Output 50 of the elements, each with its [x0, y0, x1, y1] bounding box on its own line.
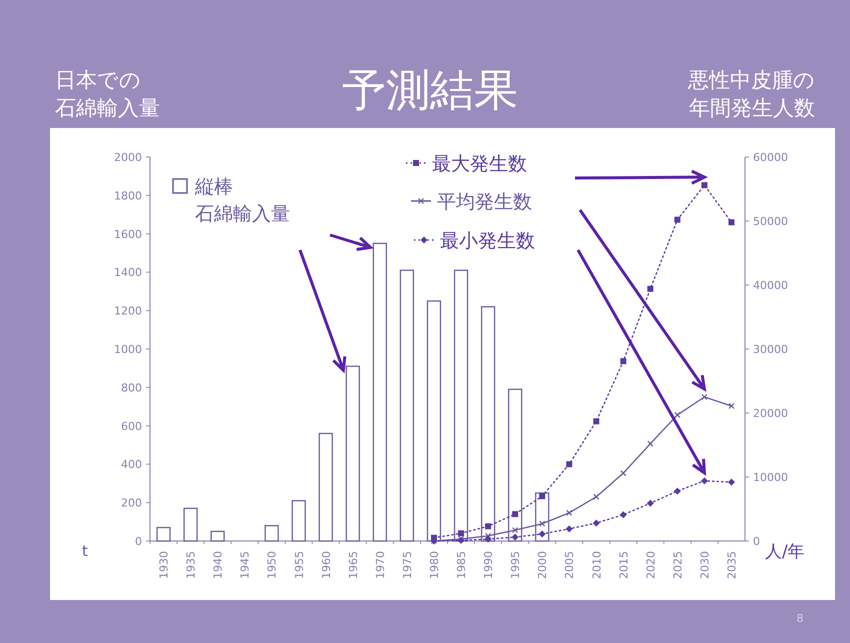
y-tick-label: 1200	[114, 304, 142, 318]
x-tick-label: 1970	[374, 551, 387, 579]
legend-label: 平均発生数	[437, 191, 532, 213]
y-tick-label: 800	[121, 381, 142, 394]
y-tick-label: 200	[121, 496, 142, 510]
x-tick-label: 1960	[320, 551, 333, 579]
text: t	[82, 542, 88, 560]
y-tick-label: 1400	[114, 266, 142, 280]
text: 8	[796, 612, 804, 625]
y-tick-label: 1600	[114, 228, 142, 241]
y2-tick-label: 20000	[753, 407, 788, 420]
y2-tick-label: 60000	[753, 151, 788, 164]
x-tick-label: 1995	[509, 551, 522, 579]
x-tick-label: 2005	[563, 551, 576, 579]
x-tick-label: 2020	[644, 551, 658, 579]
x-tick-label: 2015	[617, 551, 630, 579]
x-tick-label: 1945	[238, 551, 252, 579]
x-tick-label: 1980	[428, 551, 441, 579]
legend-label: 最大発生数	[432, 153, 527, 175]
y-tick-label: 2000	[114, 151, 142, 164]
y-tick-label: 400	[121, 458, 142, 472]
text: 人/年	[765, 542, 805, 562]
x-tick-label: 2035	[725, 551, 738, 579]
y2-tick-label: 30000	[753, 343, 788, 356]
y-tick-label: 600	[121, 420, 142, 433]
y-tick-label: 1000	[114, 343, 142, 356]
x-tick-label: 1975	[400, 551, 414, 579]
x-tick-label: 2025	[671, 551, 684, 579]
x-tick-label: 1930	[158, 551, 171, 579]
y2-axis-title: 悪性中皮腫の年間発生人数	[687, 68, 815, 120]
y-axis-title: 日本での石綿輸入量	[55, 68, 160, 120]
x-tick-label: 1940	[212, 551, 225, 579]
y2-tick-label: 10000	[753, 471, 788, 484]
y2-tick-label: 40000	[753, 279, 788, 292]
x-tick-label: 1990	[482, 551, 496, 579]
x-tick-label: 1965	[346, 551, 360, 579]
x-tick-label: 1955	[292, 551, 306, 579]
x-tick-label: 2000	[536, 551, 550, 579]
legend-label: 縦棒石綿輸入量	[194, 176, 290, 225]
x-tick-label: 1935	[184, 551, 198, 579]
x-tick-label: 2010	[590, 551, 604, 579]
y2-tick-label: 0	[753, 535, 760, 548]
x-tick-label: 1985	[455, 551, 468, 579]
y-tick-label: 1800	[114, 189, 142, 202]
chart-title: 予測結果	[342, 65, 518, 116]
x-tick-label: 1950	[266, 551, 279, 579]
x-tick-label: 2030	[698, 551, 712, 579]
legend-label: 最小発生数	[440, 230, 535, 252]
y2-tick-label: 50000	[753, 215, 788, 228]
y-tick-label: 0	[135, 535, 142, 548]
